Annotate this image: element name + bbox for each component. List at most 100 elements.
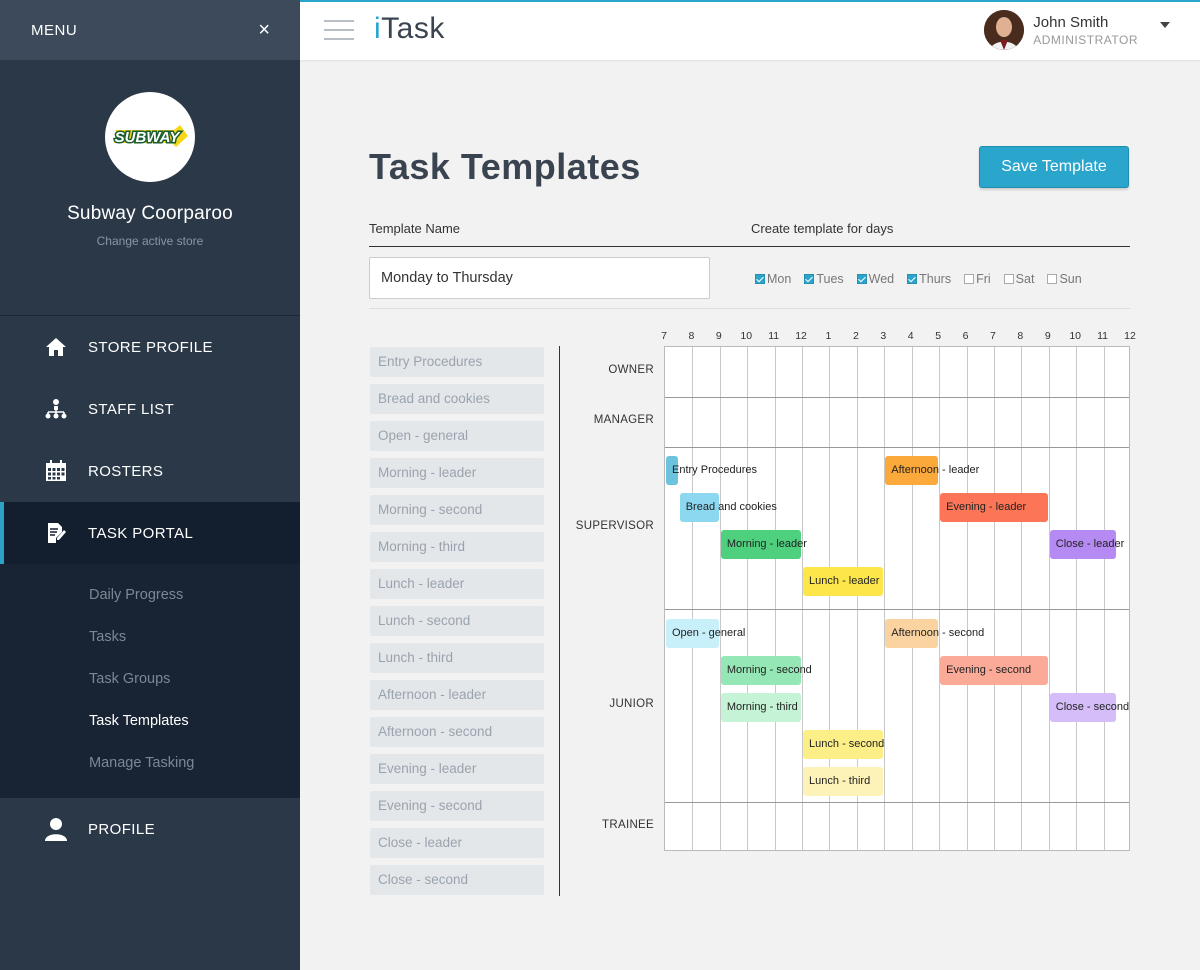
day-label: Fri bbox=[976, 272, 991, 286]
task-list-item[interactable]: Afternoon - leader bbox=[370, 680, 544, 710]
checkbox-checked-icon[interactable] bbox=[907, 274, 918, 284]
task-list-item[interactable]: Close - leader bbox=[370, 828, 544, 858]
task-block[interactable]: Lunch - leader bbox=[803, 567, 884, 596]
hamburger-icon[interactable] bbox=[324, 20, 354, 42]
checkbox-unchecked-icon[interactable] bbox=[1047, 274, 1058, 284]
divider bbox=[369, 308, 1130, 309]
task-list: Entry Procedures Bread and cookies Open - … bbox=[370, 347, 544, 902]
nav-profile[interactable]: PROFILE bbox=[0, 798, 300, 860]
task-block[interactable]: Afternoon - leader bbox=[885, 456, 979, 485]
task-block[interactable]: Entry Procedures bbox=[666, 456, 757, 485]
task-block[interactable]: Lunch - third bbox=[803, 767, 884, 796]
task-block[interactable]: Morning - second bbox=[720, 656, 812, 685]
user-menu[interactable]: John Smith ADMINISTRATOR bbox=[984, 10, 1170, 50]
grid-row-line bbox=[665, 609, 1129, 610]
menu-bar: MENU × bbox=[0, 0, 300, 60]
task-block[interactable]: Morning - leader bbox=[720, 530, 807, 559]
day-label: Mon bbox=[767, 272, 792, 286]
grid-row-line bbox=[665, 802, 1129, 803]
checkbox-unchecked-icon[interactable] bbox=[964, 274, 975, 284]
task-block[interactable]: Open - general bbox=[666, 619, 745, 648]
org-chart-icon bbox=[44, 397, 68, 421]
subnav-task-groups[interactable]: Task Groups bbox=[89, 671, 171, 687]
topbar: iTask John Smith ADMINISTRATOR bbox=[300, 0, 1200, 60]
grid-column-line bbox=[884, 347, 886, 850]
task-list-item[interactable]: Entry Procedures bbox=[370, 347, 544, 377]
checkbox-checked-icon[interactable] bbox=[856, 274, 867, 284]
task-list-item[interactable]: Morning - second bbox=[370, 495, 544, 525]
day-checkbox-mon[interactable]: Mon bbox=[755, 272, 791, 286]
nav-staff-list[interactable]: STAFF LIST bbox=[0, 378, 300, 440]
role-label-manager: MANAGER bbox=[593, 414, 654, 426]
nav-store-profile[interactable]: STORE PROFILE bbox=[0, 316, 300, 378]
user-name: John Smith bbox=[1033, 13, 1109, 31]
hour-tick-label: 11 bbox=[1097, 330, 1109, 342]
role-label-junior: JUNIOR bbox=[609, 697, 654, 710]
close-icon[interactable]: × bbox=[258, 19, 270, 41]
task-list-item[interactable]: Morning - third bbox=[370, 532, 544, 562]
subnav-daily-progress[interactable]: Daily Progress bbox=[89, 587, 184, 603]
grid-column-line bbox=[719, 347, 721, 850]
subnav-task-templates[interactable]: Task Templates bbox=[89, 713, 189, 729]
divider bbox=[559, 346, 560, 896]
days-label: Create template for days bbox=[751, 221, 894, 236]
store-name: Subway Coorparoo bbox=[67, 203, 233, 224]
task-list-item[interactable]: Afternoon - second bbox=[370, 717, 544, 747]
grid-row-line bbox=[665, 447, 1129, 448]
calendar-icon bbox=[44, 459, 68, 483]
chevron-down-icon[interactable] bbox=[1160, 22, 1170, 28]
day-label: Wed bbox=[868, 272, 895, 286]
task-list-item[interactable]: Morning - leader bbox=[370, 458, 544, 488]
task-block[interactable]: Close - leader bbox=[1049, 530, 1124, 559]
subnav-manage-tasking[interactable]: Manage Tasking bbox=[89, 755, 195, 771]
hour-tick-label: 9 bbox=[1044, 330, 1051, 342]
day-checkbox-tues[interactable]: Tues bbox=[804, 272, 844, 286]
day-checkbox-sat[interactable]: Sat bbox=[1003, 272, 1034, 286]
task-list-item[interactable]: Open - general bbox=[370, 421, 544, 451]
task-block[interactable]: Evening - second bbox=[940, 656, 1048, 685]
save-template-button[interactable]: Save Template bbox=[979, 146, 1129, 188]
task-list-item[interactable]: Evening - second bbox=[370, 791, 544, 821]
task-block[interactable]: Lunch - second bbox=[803, 730, 884, 759]
task-block[interactable]: Close - second bbox=[1049, 693, 1129, 722]
task-list-item[interactable]: Lunch - second bbox=[370, 606, 544, 636]
checkbox-checked-icon[interactable] bbox=[755, 274, 765, 284]
task-list-item[interactable]: Lunch - leader bbox=[370, 569, 544, 599]
user-role: ADMINISTRATOR bbox=[1033, 32, 1138, 47]
day-label: Tues bbox=[816, 272, 844, 286]
task-block[interactable]: Morning - third bbox=[720, 693, 802, 722]
template-name-input[interactable] bbox=[369, 257, 710, 299]
task-list-item[interactable]: Close - second bbox=[370, 865, 544, 895]
user-icon bbox=[44, 817, 68, 841]
nav-task-portal[interactable]: TASK PORTAL bbox=[0, 502, 300, 564]
day-checkbox-wed[interactable]: Wed bbox=[856, 272, 895, 286]
home-icon bbox=[44, 335, 68, 359]
nav-label: PROFILE bbox=[88, 820, 155, 838]
nav-rosters[interactable]: ROSTERS bbox=[0, 440, 300, 502]
divider bbox=[369, 246, 1130, 247]
task-list-item[interactable]: Evening - leader bbox=[370, 754, 544, 784]
task-list-item[interactable]: Lunch - third bbox=[370, 643, 544, 673]
page-title: Task Templates bbox=[369, 146, 641, 187]
nav-label: STAFF LIST bbox=[88, 400, 175, 418]
grid-column-line bbox=[802, 347, 804, 850]
subnav-tasks[interactable]: Tasks bbox=[89, 629, 127, 645]
task-block[interactable]: Afternoon - second bbox=[885, 619, 984, 648]
task-block[interactable]: Evening - leader bbox=[940, 493, 1048, 522]
hour-tick-label: 10 bbox=[1069, 330, 1082, 342]
nav-label: ROSTERS bbox=[88, 462, 164, 480]
task-block[interactable]: Bread and cookies bbox=[679, 493, 777, 522]
hour-tick-label: 8 bbox=[1017, 330, 1024, 342]
day-checkbox-sun[interactable]: Sun bbox=[1047, 272, 1082, 286]
nav-label: TASK PORTAL bbox=[88, 524, 194, 542]
task-list-item[interactable]: Bread and cookies bbox=[370, 384, 544, 414]
role-label-supervisor: SUPERVISOR bbox=[575, 520, 654, 532]
checkbox-checked-icon[interactable] bbox=[804, 274, 815, 284]
change-store-link[interactable]: Change active store bbox=[96, 234, 204, 248]
nav-label: STORE PROFILE bbox=[88, 338, 213, 356]
hour-axis: 7 8 9 10 11 12 1 2 3 4 5 6 7 8 9 10 11 12 bbox=[657, 330, 1136, 344]
hour-tick-label: 12 bbox=[795, 330, 807, 342]
checkbox-unchecked-icon[interactable] bbox=[1003, 274, 1014, 284]
day-checkbox-thurs[interactable]: Thurs bbox=[907, 272, 951, 286]
day-checkbox-fri[interactable]: Fri bbox=[964, 272, 991, 286]
